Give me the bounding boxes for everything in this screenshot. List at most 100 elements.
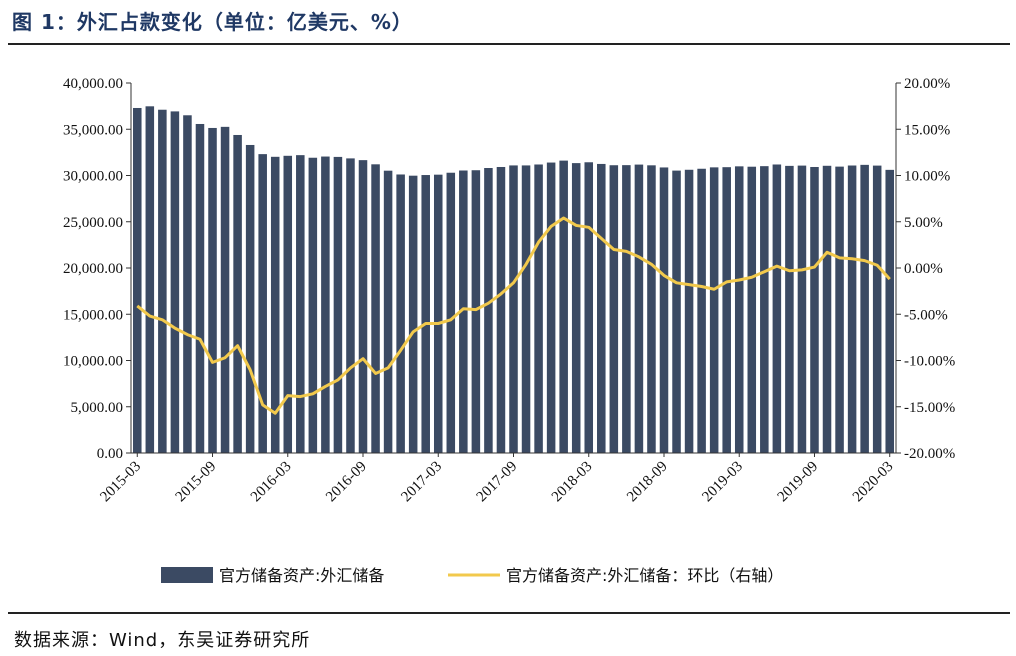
legend-line-label: 官方储备资产:外汇储备：环比（右轴） [506,566,783,585]
bar-2017-12 [546,162,556,454]
y-left-tick-label: 40,000.00 [63,76,123,92]
y-left-tick-label: 20,000.00 [63,261,123,277]
x-tick-label: 2020-03 [850,459,897,506]
bar-2016-11 [383,170,393,453]
bar-2019-09 [810,166,819,454]
bar-2017-04 [446,172,456,454]
bar-2016-05 [308,157,318,454]
y-left-tick-label: 10,000.00 [63,354,123,370]
bar-2017-01 [408,175,418,453]
bar-2017-02 [421,175,430,454]
y-left-tick-label: 15,000.00 [63,307,123,323]
bar-2016-07 [333,156,343,453]
bar-2019-08 [797,165,807,453]
bar-2018-10 [672,170,681,453]
legend-bar-label: 官方储备资产:外汇储备 [219,566,384,585]
x-tick-label: 2019-09 [775,459,822,506]
bar-2019-01 [709,167,719,454]
bar-2015-11 [233,134,242,454]
x-tick-label: 2018-03 [549,459,596,506]
y-right-tick-label: 5.00% [904,215,943,231]
x-tick-label: 2016-03 [248,459,295,506]
bar-2016-02 [270,156,280,453]
y-right-tick-label: 15.00% [904,122,950,138]
mom-line [136,216,891,415]
y-left-tick-label: 0.00 [97,446,123,462]
line-series [136,216,891,415]
bar-2015-06 [170,111,180,454]
bar-2018-04 [597,163,606,453]
y-left-tick-label: 30,000.00 [63,169,123,185]
bar-2015-03 [133,107,142,453]
x-tick-label: 2017-03 [398,459,445,506]
title-divider [8,43,1010,45]
chart-title: 图 1：外汇占款变化（单位：亿美元、%） [12,10,413,34]
bar-2018-09 [659,167,669,453]
x-tick-label: 2015-03 [97,459,144,506]
bar-2019-07 [785,165,794,453]
bar-2016-04 [296,155,305,453]
legend: 官方储备资产:外汇储备 官方储备资产:外汇储备：环比（右轴） [161,566,783,585]
bar-2018-01 [559,160,568,454]
bar-2017-07 [484,168,493,453]
bar-2018-02 [571,163,581,454]
bar-2018-11 [684,169,694,453]
bar-2019-06 [772,164,782,454]
bar-2019-10 [822,165,832,454]
bar-2017-05 [459,170,468,453]
bar-2018-12 [697,168,706,453]
bar-2018-08 [647,165,656,453]
bar-2019-03 [734,166,744,453]
bar-2019-02 [722,167,731,453]
bar-2019-11 [835,166,844,453]
bar-2015-12 [245,144,255,453]
bar-2015-04 [145,106,155,453]
bar-2016-03 [283,155,293,454]
bar-2017-11 [534,164,543,454]
bar-2016-06 [321,156,330,454]
bar-2015-05 [158,109,167,453]
bar-2015-10 [220,126,230,453]
x-tick-label: 2019-03 [699,459,746,506]
y-right-tick-label: -20.00% [904,446,955,462]
bar-2016-08 [346,158,355,453]
bar-2015-07 [183,115,192,453]
bar-2018-05 [609,165,619,454]
bar-2019-05 [760,166,769,453]
y-right-tick-label: -5.00% [904,307,948,323]
chart-area: 0.00 5,000.00 10,000.00 15,000.00 20,000.00 2… [63,76,955,585]
y-left-tick-label: 5,000.00 [71,400,124,416]
y-left-tick-label: 25,000.00 [63,215,123,231]
bar-2019-12 [847,165,857,453]
bar-series [133,106,894,454]
bar-2020-03 [885,169,894,454]
y-right-tick-label: -15.00% [904,400,955,416]
bar-2020-02 [872,165,882,453]
bar-2017-03 [433,174,443,454]
source-note: 数据来源：Wind，东吴证券研究所 [14,630,311,651]
bar-2019-04 [747,166,757,453]
bar-2017-10 [521,165,531,454]
bar-2018-03 [584,162,594,453]
legend-bar-swatch [161,567,213,583]
bar-2016-09 [358,160,368,453]
bar-2020-01 [860,164,869,454]
bar-2015-08 [195,123,205,453]
bar-2015-09 [208,127,217,454]
y-right-tick-label: 0.00% [904,261,943,277]
x-tick-label: 2015-09 [173,459,220,506]
bar-2018-07 [634,164,644,453]
bar-2017-09 [509,165,518,454]
bar-2017-06 [471,170,481,454]
bar-2018-06 [622,165,631,453]
x-tick-label: 2016-09 [323,459,370,506]
y-right-tick-label: 10.00% [904,169,950,185]
y-left-tick-label: 35,000.00 [63,122,123,138]
bar-2016-12 [396,174,405,454]
bar-2016-10 [371,164,380,453]
y-right-tick-label: 20.00% [904,76,950,92]
footer-divider [8,612,1010,614]
x-tick-label: 2018-09 [624,459,671,506]
y-right-tick-label: -10.00% [904,354,955,370]
bar-2016-01 [258,154,267,453]
